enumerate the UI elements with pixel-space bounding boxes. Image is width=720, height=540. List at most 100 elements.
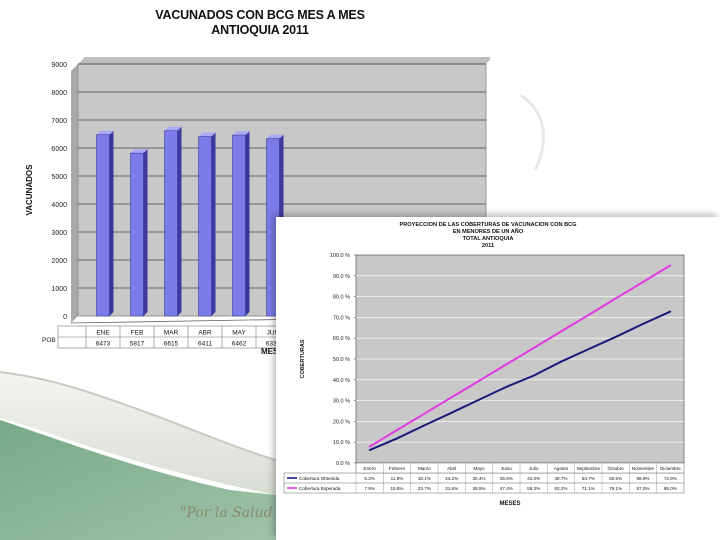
y-tick-label: 100.0 %: [330, 253, 350, 259]
bar-feb: [130, 149, 148, 317]
y-tick-label: 80.0 %: [333, 295, 350, 301]
series-point: [669, 310, 672, 313]
y-tick-label: 90.0 %: [333, 274, 350, 280]
x-tick-label: MAR: [164, 330, 179, 337]
series-point: [614, 336, 617, 338]
y-axis-label: VACUNADOS: [25, 164, 34, 216]
y-tick-label: 40.0 %: [333, 378, 350, 384]
series-point: [642, 281, 644, 283]
data-table-value: 95.0%: [664, 486, 677, 491]
bar-top: [164, 126, 182, 131]
y-tick-label: 0.0 %: [336, 461, 350, 467]
data-table-value: 11.8%: [391, 476, 404, 481]
x-tick-label: Noviembre: [632, 466, 655, 471]
series-point: [505, 385, 508, 388]
series-point: [587, 348, 590, 351]
x-tick-label: MAY: [232, 330, 246, 337]
line-chart-title-line-1: PROYECCION DE LAS COBERTURAS DE VACUNACI…: [399, 222, 576, 228]
series-point: [532, 374, 535, 377]
plot-top-wall: [78, 57, 490, 64]
bar-chart-title-line-1: VACUNADOS CON BCG MES A MES: [155, 8, 365, 22]
x-tick-label: Octubre: [607, 466, 624, 471]
bar-chart-title: VACUNADOS CON BCG MES A MES ANTIOQUIA 20…: [130, 8, 390, 38]
series-point: [478, 379, 480, 382]
series-point: [532, 347, 535, 349]
line-chart-title-line-3: TOTAL ANTIOQUIA: [463, 236, 514, 242]
data-table-value: 23.7%: [418, 486, 431, 491]
y-tick-label: 30.0 %: [333, 399, 350, 405]
y-tick-label: 8000: [51, 90, 67, 97]
series-point: [450, 396, 453, 399]
y-axis-label: COBERTURAS: [300, 339, 306, 378]
bar-side: [109, 130, 114, 316]
bar-may: [232, 131, 250, 317]
bar-top: [96, 130, 114, 135]
line-chart-panel: PROYECCION DE LAS COBERTURAS DE VACUNACI…: [276, 217, 720, 540]
y-tick-label: 5000: [51, 174, 67, 181]
series-point: [669, 264, 672, 267]
bar-side: [177, 126, 182, 316]
x-tick-label: ENE: [96, 330, 110, 337]
line-chart: PROYECCION DE LAS COBERTURAS DE VACUNACI…: [283, 222, 685, 507]
data-table-value: 39.5%: [472, 486, 485, 491]
series-line-obtenida: [369, 310, 671, 452]
bar-abr: [198, 132, 216, 317]
series-point: [505, 363, 508, 366]
series-point: [587, 314, 590, 317]
data-table-value: 6473: [96, 341, 111, 348]
x-tick-label: Marzo: [418, 466, 431, 471]
x-tick-label: Febrero: [389, 466, 406, 471]
bar-chart-title-line-2: ANTIOQUIA 2011: [211, 23, 309, 37]
data-table-value: 6615: [164, 341, 179, 348]
data-table-value: 60.6%: [609, 476, 622, 481]
legend-label: Cobertura Esperada: [299, 486, 341, 491]
x-tick-label: Julio: [529, 466, 539, 471]
series-point: [423, 412, 426, 415]
bar-mar: [164, 126, 182, 317]
data-table-value: 6462: [232, 341, 247, 348]
bar-front: [232, 134, 246, 317]
data-table-value: 63.2%: [554, 486, 567, 491]
data-table-value: 6411: [198, 341, 212, 348]
y-tick-label: 3000: [51, 230, 67, 237]
x-tick-label: Junio: [501, 466, 512, 471]
bar-top: [198, 132, 216, 137]
x-axis-label: MES: [261, 347, 279, 356]
x-tick-label: Septiembre: [577, 466, 601, 471]
series-point: [560, 330, 562, 333]
line-chart-title-line-4: 2011: [482, 243, 494, 249]
y-tick-label: 6000: [51, 146, 67, 153]
series-point: [478, 398, 480, 401]
y-tick-label: 4000: [51, 202, 67, 209]
series-point: [560, 360, 562, 363]
data-table-value: 6.2%: [364, 476, 374, 481]
bar-side: [245, 131, 250, 316]
data-table-value: 54.7%: [582, 476, 595, 481]
data-table-value: 7.9%: [364, 486, 374, 491]
y-tick-label: 0: [63, 314, 67, 321]
data-table-value: 71.1%: [582, 486, 595, 491]
y-tick-label: 10.0 %: [333, 440, 350, 446]
series-point: [642, 322, 644, 325]
data-table-value: 5817: [130, 341, 145, 348]
x-tick-label: Enero: [364, 466, 377, 471]
y-tick-label: 2000: [51, 258, 67, 265]
x-tick-label: JUN: [267, 330, 280, 337]
data-table-value: 42.0%: [527, 476, 540, 481]
y-tick-label: 70.0 %: [333, 315, 350, 321]
x-tick-label: Mayo: [473, 466, 485, 471]
data-table-value: 55.3%: [527, 486, 540, 491]
bar-top: [266, 134, 284, 139]
data-table-value: 47.4%: [500, 486, 513, 491]
y-tick-label: 9000: [51, 62, 67, 69]
data-table-value: 31.6%: [445, 486, 458, 491]
x-tick-label: FEB: [131, 330, 144, 337]
series-point: [368, 449, 371, 452]
y-tick-label: 7000: [51, 118, 67, 125]
series-point: [450, 411, 453, 414]
bar-chart: 0 1000 2000 3000 4000 5000 6000 7000 8000 9000 VAC…: [25, 57, 490, 356]
series-point: [614, 297, 617, 300]
row-label: POB: [42, 337, 56, 344]
